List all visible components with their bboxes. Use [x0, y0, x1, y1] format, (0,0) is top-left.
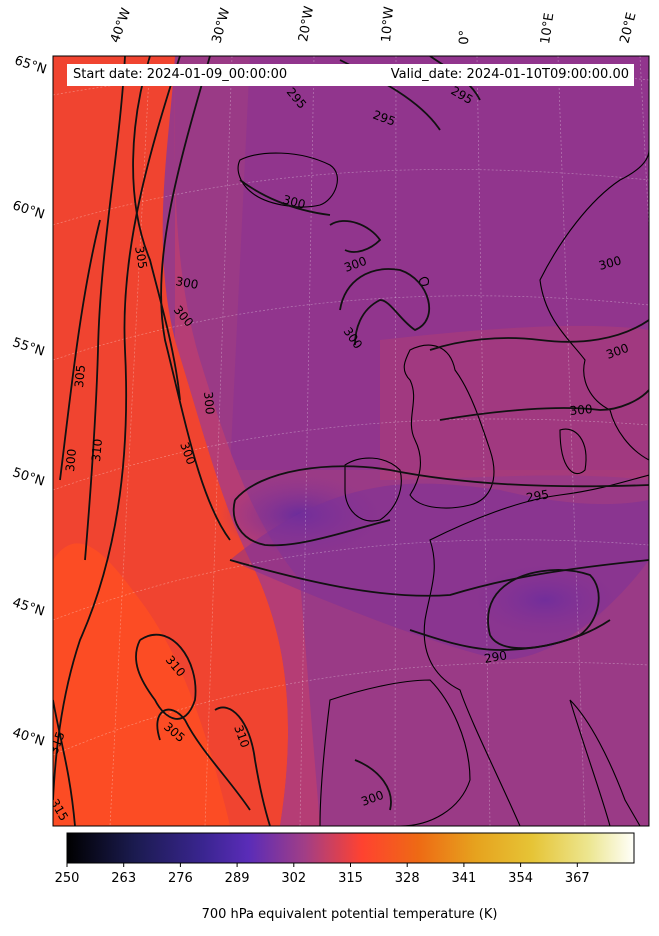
colorbar-tick-label: 315 — [338, 871, 363, 886]
contour-300-lobe — [339, 268, 431, 346]
map-area: 305 310 300 305 300 300 300 300 310 305 … — [53, 56, 649, 826]
contour-315-sw — [53, 699, 76, 826]
contour-305-plume — [132, 56, 181, 401]
contour-label: 300 — [281, 192, 307, 211]
coast-italy — [569, 699, 641, 826]
contour-label: 300 — [174, 274, 199, 292]
contour-300-west — [59, 219, 101, 481]
colorbar-tick-label: 367 — [564, 871, 590, 886]
graticule — [53, 56, 649, 826]
coast-iceland — [237, 152, 338, 208]
colorbar-tick-label: 276 — [167, 871, 193, 886]
contour-310-west — [53, 56, 181, 801]
coast-scandinavia — [539, 149, 649, 461]
contour-label: 300 — [63, 448, 79, 472]
contour-300-south — [354, 759, 392, 811]
contour-label: 310 — [89, 438, 105, 462]
contour-label: 300 — [569, 402, 593, 418]
lon-label: 10°W — [379, 5, 398, 43]
colorbar — [66, 832, 635, 864]
colorbar-label: 700 hPa equivalent potential temperature… — [201, 907, 498, 922]
colorbar-tick-label: 341 — [451, 871, 477, 886]
coast-continent — [423, 474, 649, 826]
contour-label: 295 — [525, 487, 550, 505]
contour-295-atlantic — [234, 465, 649, 501]
warm-plume-edge — [174, 56, 320, 826]
contour-300-iceland — [239, 179, 331, 216]
coastlines — [237, 149, 649, 826]
colorbar-tick-label: 328 — [394, 871, 420, 886]
colorbar-tick-label: 263 — [111, 871, 137, 886]
contour-300-greenland — [329, 220, 382, 253]
date-info-box: Start date: 2024-01-09_00:00:00 Valid_da… — [67, 64, 634, 86]
valid-date-text: Valid_date: 2024-01-10T09:00:00.00 — [390, 67, 629, 82]
contour-lines — [53, 56, 649, 826]
start-date-text: Start date: 2024-01-09_00:00:00 — [73, 67, 288, 82]
contour-300-central — [429, 319, 649, 351]
contour-label: 290 — [483, 648, 508, 666]
contour-300-atlantic-low — [232, 499, 391, 547]
contour-label: 300 — [597, 253, 623, 272]
lon-label: 0° — [457, 29, 473, 45]
contour-290-band — [409, 619, 611, 651]
colorbar-tick-label: 302 — [281, 871, 307, 886]
map-frame — [52, 55, 650, 827]
coast-denmark — [559, 428, 587, 475]
colorbar-tick-label: 250 — [54, 871, 80, 886]
contour-label: 305 — [132, 245, 150, 270]
contour-310-se — [214, 706, 271, 826]
contour-305-west — [84, 56, 126, 561]
colorbar-ticks — [66, 863, 578, 867]
contour-label: 300 — [201, 391, 217, 415]
field-mid-band — [380, 325, 649, 480]
field-cool-north — [230, 56, 649, 470]
contour-300-plume — [160, 56, 231, 541]
colorbar-tick-label: 289 — [224, 871, 250, 886]
contour-label: 305 — [72, 364, 88, 388]
warm-plume-core — [53, 543, 230, 826]
coast-iberia — [319, 679, 471, 826]
cold-band-europe — [230, 483, 649, 660]
coast-britain — [403, 344, 495, 509]
contour-305-south — [156, 708, 251, 811]
contour-300-uk — [439, 389, 649, 421]
colorbar-tick-label: 354 — [508, 871, 534, 886]
coast-ireland — [344, 457, 402, 522]
